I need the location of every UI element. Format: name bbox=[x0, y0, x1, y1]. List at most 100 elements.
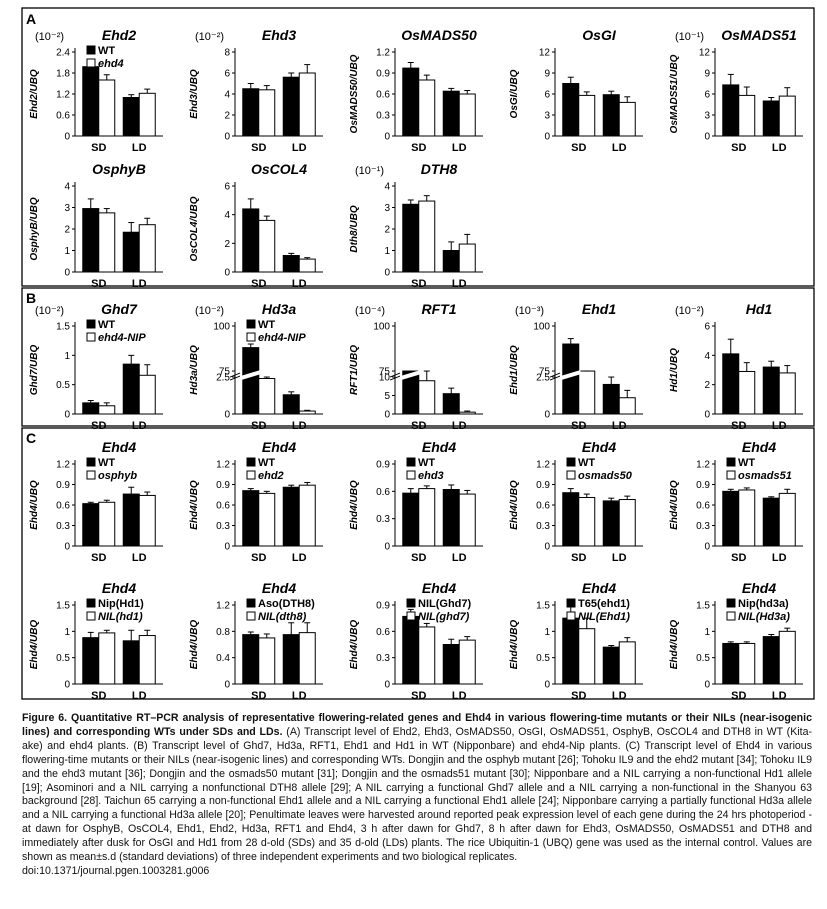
y-tick-label: 75 bbox=[539, 367, 551, 378]
y-tick-label: 3 bbox=[704, 111, 710, 122]
y-tick-label: 0.6 bbox=[696, 501, 710, 512]
wt-bar bbox=[122, 493, 140, 547]
legend-swatch bbox=[86, 58, 96, 68]
wt-bar bbox=[242, 208, 260, 273]
mutant-bar bbox=[578, 370, 596, 415]
chart-title: Hd1 bbox=[746, 301, 773, 317]
chart-exponent: (10⁻²) bbox=[195, 31, 224, 43]
chart-title: Ehd4 bbox=[582, 439, 616, 455]
legend-label: WT bbox=[258, 457, 275, 469]
legend-label: ehd4 bbox=[98, 58, 124, 70]
wt-bar bbox=[402, 203, 420, 273]
y-axis-label: Hd1/UBQ bbox=[669, 348, 680, 392]
y-tick-label: 0.3 bbox=[376, 653, 390, 664]
y-tick-label: 0.6 bbox=[376, 90, 390, 101]
legend-label: NIL(Hd3a) bbox=[738, 611, 790, 623]
y-tick-label: 0.9 bbox=[56, 480, 70, 491]
wt-bar bbox=[602, 646, 620, 685]
wt-bar bbox=[722, 353, 740, 415]
y-tick-label: 1.2 bbox=[56, 90, 70, 101]
wt-bar bbox=[602, 500, 620, 547]
x-tick-label: LD bbox=[452, 690, 467, 702]
x-tick-label: SD bbox=[91, 420, 106, 432]
chart-title: Ehd4 bbox=[102, 439, 136, 455]
legend-swatch bbox=[246, 470, 256, 480]
mutant-bar bbox=[298, 72, 316, 137]
y-axis-label: Ehd4/UBQ bbox=[29, 480, 40, 530]
y-axis-label: OsGI/UBQ bbox=[509, 69, 520, 118]
legend-label: NIL(Ehd1) bbox=[578, 611, 630, 623]
y-tick-label: 1.5 bbox=[536, 601, 550, 612]
y-tick-label: 4 bbox=[384, 182, 390, 193]
panel-c-frame bbox=[21, 427, 815, 700]
y-tick-label: 0 bbox=[544, 542, 550, 553]
legend-label: Nip(hd3a) bbox=[738, 598, 789, 610]
y-axis-label: Dth8/UBQ bbox=[349, 205, 360, 252]
mutant-bar bbox=[258, 637, 276, 685]
wt-bar bbox=[722, 84, 740, 137]
x-tick-label: SD bbox=[91, 142, 106, 154]
wt-bar bbox=[562, 83, 580, 137]
y-tick-label: 0.6 bbox=[56, 501, 70, 512]
y-tick-label: 0.3 bbox=[696, 521, 710, 532]
legend-label: Aso(DTH8) bbox=[258, 598, 315, 610]
legend-swatch bbox=[86, 611, 96, 621]
y-tick-label: 0 bbox=[544, 680, 550, 691]
x-tick-label: LD bbox=[452, 420, 467, 432]
legend-label: osmads51 bbox=[738, 470, 792, 482]
mutant-bar bbox=[98, 501, 116, 547]
mutant-bar bbox=[258, 492, 276, 547]
y-tick-label: 0.6 bbox=[216, 501, 230, 512]
x-tick-label: SD bbox=[571, 142, 586, 154]
bar-break-mark bbox=[560, 370, 582, 380]
wt-bar bbox=[722, 642, 740, 685]
mutant-bar bbox=[138, 635, 156, 685]
legend-label: NIL(ghd7) bbox=[418, 611, 470, 623]
y-axis-label: Ehd4/UBQ bbox=[349, 620, 360, 670]
y-axis-label: Ehd3/UBQ bbox=[189, 69, 200, 119]
wt-bar bbox=[562, 343, 580, 415]
y-axis-label: Hd3a/UBQ bbox=[189, 345, 200, 395]
wt-bar bbox=[282, 255, 300, 273]
mutant-bar bbox=[418, 79, 436, 137]
chart-title: Ehd4 bbox=[422, 580, 456, 596]
mutant-bar bbox=[98, 405, 116, 415]
axis-break-mark bbox=[549, 372, 561, 378]
y-axis-label: Ehd1/UBQ bbox=[509, 345, 520, 395]
panel-b-frame bbox=[21, 287, 815, 427]
mutant-bar bbox=[98, 632, 116, 685]
wt-bar bbox=[282, 634, 300, 685]
x-tick-label: SD bbox=[411, 278, 426, 290]
legend-swatch bbox=[726, 457, 736, 467]
y-tick-label: 1 bbox=[64, 627, 70, 638]
y-tick-label: 1.2 bbox=[56, 460, 70, 471]
y-axis-label: OsMADS51/UBQ bbox=[669, 54, 680, 133]
chart-title: Hd3a bbox=[262, 301, 296, 317]
x-tick-label: LD bbox=[772, 552, 787, 564]
chart-title: Ehd4 bbox=[582, 580, 616, 596]
mutant-bar bbox=[618, 499, 636, 547]
y-tick-label: 0 bbox=[384, 410, 390, 421]
wt-bar bbox=[242, 490, 260, 547]
y-tick-label: 2 bbox=[704, 380, 710, 391]
mutant-bar bbox=[618, 397, 636, 415]
chart-title: DTH8 bbox=[421, 161, 458, 177]
legend-swatch bbox=[406, 598, 416, 608]
wt-bar bbox=[122, 640, 140, 685]
wt-bar bbox=[762, 636, 780, 685]
y-tick-label: 0.5 bbox=[56, 380, 70, 391]
legend-label: WT bbox=[98, 457, 115, 469]
x-tick-label: LD bbox=[612, 552, 627, 564]
wt-bar bbox=[442, 90, 460, 137]
y-tick-label: 6 bbox=[704, 322, 710, 333]
mutant-bar bbox=[98, 212, 116, 273]
mutant-bar bbox=[778, 372, 796, 415]
mutant-bar bbox=[98, 79, 116, 137]
wt-bar bbox=[122, 363, 140, 415]
y-tick-label: 3 bbox=[384, 203, 390, 214]
y-tick-label: 100 bbox=[373, 322, 390, 333]
mutant-bar bbox=[418, 626, 436, 685]
y-tick-label: 6 bbox=[224, 69, 230, 80]
x-tick-label: SD bbox=[731, 420, 746, 432]
chart-title: OsCOL4 bbox=[251, 161, 307, 177]
